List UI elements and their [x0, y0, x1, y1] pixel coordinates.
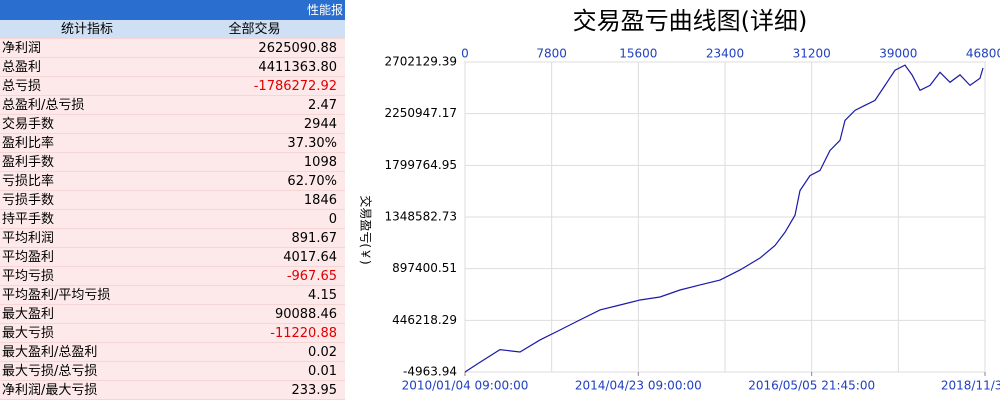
table-row: 总盈利 4411363.80 — [0, 58, 345, 77]
x-date-label: 2016/05/05 21:45:00 — [748, 379, 875, 393]
header-cell: 全部交易 — [228, 22, 281, 37]
x-tick-label: 31200 — [793, 47, 831, 61]
value-cell: 2625090.88 — [258, 41, 337, 56]
value-cell: 0.01 — [308, 364, 337, 379]
value-cell: 0 — [328, 212, 337, 227]
label-cell: 盈利比率 — [2, 136, 55, 151]
label-cell: 最大亏损 — [2, 326, 55, 341]
chart-title: 交易盈亏曲线图(详细) — [573, 7, 808, 35]
table-row: 净利润/最大亏损 233.95 — [0, 381, 345, 400]
table-row: 最大盈利/总盈利 0.02 — [0, 343, 345, 362]
value-cell: 4017.64 — [283, 250, 337, 265]
chart: 交易盈亏曲线图(详细) 交易盈亏(￥) -4963.94 446218.29 897… — [359, 7, 1000, 393]
table-row: 平均盈利/平均亏损 4.15 — [0, 286, 345, 305]
label-cell: 持平手数 — [2, 212, 55, 227]
x-tick-label: 15600 — [619, 47, 657, 61]
y-tick-label: 1348582.73 — [384, 210, 457, 224]
label-cell: 总盈利 — [2, 60, 42, 75]
x-tick-label: 23400 — [706, 47, 744, 61]
value-cell: -1786272.92 — [253, 79, 337, 94]
label-cell: 盈利手数 — [2, 155, 55, 170]
value-cell: 1846 — [303, 193, 337, 208]
table-row: 平均盈利 4017.64 — [0, 248, 345, 267]
label-cell: 亏损比率 — [2, 174, 55, 189]
value-cell: 2.47 — [308, 98, 337, 113]
table-row: 亏损比率 62.70% — [0, 172, 345, 191]
table-row: 平均亏损 -967.65 — [0, 267, 345, 286]
label-cell: 净利润/最大亏损 — [2, 383, 98, 398]
value-cell: 2944 — [303, 117, 337, 132]
y-tick-label: 2250947.17 — [384, 106, 457, 120]
table-row: 盈利比率 37.30% — [0, 134, 345, 153]
value-cell: 4.15 — [308, 288, 337, 303]
value-cell: 90088.46 — [274, 307, 337, 322]
label-cell: 最大盈利/总盈利 — [2, 345, 98, 360]
table-row: 盈利手数 1098 — [0, 153, 345, 172]
header-row: 统计指标 全部交易 — [0, 20, 345, 39]
label-cell: 总亏损 — [2, 79, 42, 94]
x-date-label: 2018/11/30 23 — [941, 379, 1000, 393]
table-row: 交易手数 2944 — [0, 115, 345, 134]
x-tick-label: 0 — [461, 47, 469, 61]
value-cell: 62.70% — [287, 174, 337, 189]
stats-table: 性能报 统计指标 全部交易 净利润 2625090.88 总盈利 4411363.80… — [0, 0, 345, 400]
value-cell: 37.30% — [287, 136, 337, 151]
label-cell: 亏损手数 — [2, 193, 55, 208]
value-cell: 1098 — [303, 155, 337, 170]
value-cell: 4411363.80 — [258, 60, 337, 75]
label-cell: 平均利润 — [2, 231, 55, 246]
x-tick-label: 39000 — [879, 47, 917, 61]
y-tick-label: 1799764.95 — [384, 158, 457, 172]
table-row: 总亏损 -1786272.92 — [0, 77, 345, 96]
label-cell: 净利润 — [2, 41, 42, 56]
label-cell: 平均亏损 — [2, 269, 55, 284]
x-tick-label: 7800 — [536, 47, 567, 61]
y-tick-label: 897400.51 — [392, 261, 457, 275]
table-row: 亏损手数 1846 — [0, 191, 345, 210]
label-cell: 交易手数 — [2, 117, 55, 132]
table-row: 总盈利/总亏损 2.47 — [0, 96, 345, 115]
header-cell: 统计指标 — [60, 22, 113, 37]
x-date-label: 2014/04/23 09:00:00 — [575, 379, 702, 393]
label-cell: 最大亏损/总亏损 — [2, 364, 98, 379]
value-cell: 0.02 — [308, 345, 337, 360]
value-cell: -11220.88 — [270, 326, 337, 341]
banner: 性能报 — [0, 0, 345, 20]
y-tick-label: 446218.29 — [392, 313, 457, 327]
table-row: 最大亏损 -11220.88 — [0, 324, 345, 343]
label-cell: 总盈利/总亏损 — [2, 98, 85, 113]
value-cell: -967.65 — [286, 269, 337, 284]
table-row: 最大亏损/总亏损 0.01 — [0, 362, 345, 381]
y-tick-label: -4963.94 — [403, 365, 457, 379]
value-cell: 233.95 — [291, 383, 338, 398]
y-axis-label: 交易盈亏(￥) — [359, 195, 374, 264]
x-date-label: 2010/01/04 09:00:00 — [402, 379, 529, 393]
x-tick-label: 46800 — [966, 47, 1000, 61]
label-cell: 平均盈利 — [2, 250, 55, 265]
label-cell: 最大盈利 — [2, 307, 55, 322]
y-tick-label: 2702129.39 — [384, 55, 457, 69]
equity-line — [464, 64, 984, 373]
table-row: 平均利润 891.67 — [0, 229, 345, 248]
label-cell: 平均盈利/平均亏损 — [2, 288, 111, 303]
table-row: 净利润 2625090.88 — [0, 39, 345, 58]
table-row: 持平手数 0 — [0, 210, 345, 229]
table-row: 最大盈利 90088.46 — [0, 305, 345, 324]
value-cell: 891.67 — [291, 231, 338, 246]
